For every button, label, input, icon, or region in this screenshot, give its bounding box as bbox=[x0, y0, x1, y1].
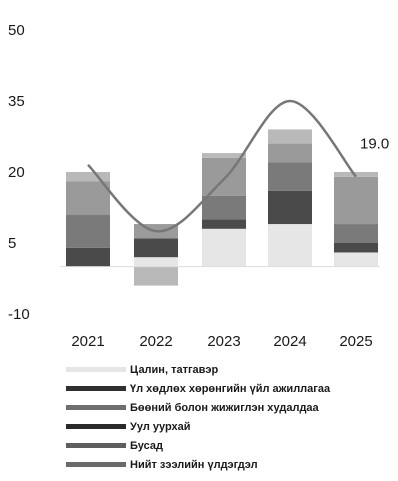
legend-swatch bbox=[66, 462, 126, 467]
bar-segment bbox=[202, 228, 246, 267]
legend-swatch bbox=[66, 405, 126, 410]
legend-label: Бөөний болон жижиглэн худалдаа bbox=[130, 401, 319, 414]
bar-segment bbox=[202, 219, 246, 229]
total-line bbox=[87, 99, 357, 233]
legend-label: Үл хөдлөх хөрөнгийн үйл ажиллагаа bbox=[130, 382, 331, 395]
bar-segment bbox=[202, 195, 246, 220]
legend-item: Бөөний болон жижиглэн худалдаа bbox=[66, 398, 396, 417]
legend-swatch bbox=[66, 443, 126, 448]
bar-segment bbox=[268, 143, 312, 163]
legend-swatch bbox=[66, 424, 126, 429]
x-tick-label: 2023 bbox=[207, 333, 240, 350]
x-tick-label: 2024 bbox=[273, 333, 306, 350]
bar-segment bbox=[334, 224, 378, 243]
bar-segment bbox=[268, 129, 312, 144]
legend-label: Цалин, татгавэр bbox=[130, 363, 219, 376]
end-value-label: 19.0 bbox=[360, 136, 389, 153]
legend-label: Уул уурхай bbox=[130, 420, 191, 433]
bar-segment bbox=[334, 176, 378, 225]
bar-segment bbox=[134, 266, 178, 286]
y-tick-label: 5 bbox=[8, 235, 16, 252]
bar-segment bbox=[66, 247, 110, 267]
x-tick-label: 2021 bbox=[71, 333, 104, 350]
legend-label: Нийт зээлийн үлдэгдэл bbox=[130, 458, 258, 471]
legend-item: Бусад bbox=[66, 436, 396, 455]
bar-segment bbox=[66, 181, 110, 215]
x-tick-label: 2022 bbox=[139, 333, 172, 350]
legend-item: Нийт зээлийн үлдэгдэл bbox=[66, 455, 396, 474]
bar-segment bbox=[334, 252, 378, 267]
bar-segment bbox=[66, 214, 110, 248]
legend-item: Уул уурхай bbox=[66, 417, 396, 436]
y-tick-label: -10 bbox=[8, 306, 30, 323]
legend-label: Бусад bbox=[130, 439, 163, 452]
bar-segment bbox=[268, 190, 312, 225]
legend-item: Цалин, татгавэр bbox=[66, 360, 396, 379]
y-tick-label: 35 bbox=[8, 93, 25, 110]
bar-segment bbox=[268, 224, 312, 267]
bar-segment bbox=[134, 257, 178, 267]
x-tick-label: 2025 bbox=[339, 333, 372, 350]
y-tick-label: 50 bbox=[8, 22, 25, 39]
bar-segment bbox=[134, 238, 178, 258]
chart-area: 50 35 20 5 -10 19.0 2021 2022 2023 2024 2025 bbox=[8, 22, 389, 350]
bar-segment bbox=[334, 172, 378, 177]
y-tick-label: 20 bbox=[8, 164, 25, 181]
bar-segment bbox=[202, 157, 246, 196]
bar-segment bbox=[202, 153, 246, 158]
bar-segment bbox=[268, 162, 312, 191]
legend: Цалин, татгавэр Үл хөдлөх хөрөнгийн үйл а… bbox=[66, 360, 396, 474]
legend-swatch bbox=[66, 386, 126, 391]
legend-swatch bbox=[66, 367, 126, 372]
bar-segment bbox=[66, 172, 110, 182]
legend-item: Үл хөдлөх хөрөнгийн үйл ажиллагаа bbox=[66, 379, 396, 398]
bar-segment bbox=[334, 243, 378, 253]
